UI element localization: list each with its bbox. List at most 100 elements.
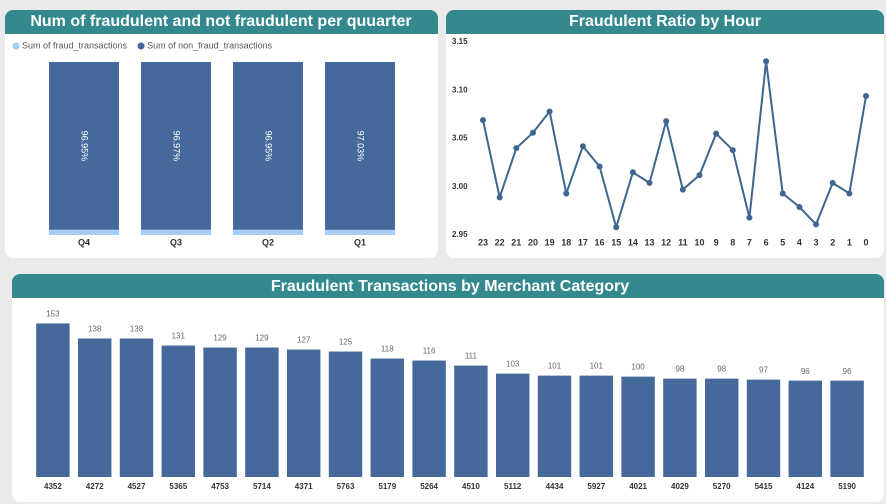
point bbox=[796, 204, 803, 211]
data-label: 96 bbox=[801, 367, 810, 376]
point bbox=[496, 194, 503, 201]
x-tick-label: Q2 bbox=[262, 237, 274, 247]
data-label: 125 bbox=[339, 338, 353, 347]
point bbox=[629, 169, 636, 176]
point bbox=[813, 221, 820, 228]
bar bbox=[788, 380, 823, 477]
y-tick-label: 2.95 bbox=[452, 230, 468, 239]
x-tick-label: Q1 bbox=[354, 237, 366, 247]
x-tick-label: 4352 bbox=[44, 482, 62, 491]
point bbox=[696, 172, 703, 179]
x-tick-label: 4029 bbox=[671, 482, 689, 491]
bar bbox=[36, 323, 70, 477]
x-tick-label: 16 bbox=[595, 237, 605, 247]
x-tick-label: 2 bbox=[830, 237, 835, 247]
data-label: 153 bbox=[46, 310, 60, 319]
data-label: 101 bbox=[548, 362, 562, 371]
bar bbox=[621, 376, 655, 477]
x-tick-label: 5190 bbox=[838, 482, 856, 491]
data-label: 103 bbox=[506, 360, 520, 369]
panel-header bbox=[12, 274, 884, 298]
bar bbox=[286, 349, 321, 477]
x-tick-label: 8 bbox=[730, 237, 735, 247]
bar bbox=[77, 338, 112, 477]
x-tick-label: 22 bbox=[495, 237, 505, 247]
point bbox=[679, 186, 686, 193]
x-tick-label: 23 bbox=[478, 237, 488, 247]
data-label: 97.03% bbox=[356, 131, 366, 162]
data-label: 118 bbox=[381, 345, 394, 354]
bar bbox=[537, 375, 572, 477]
x-tick-label: 4272 bbox=[86, 482, 104, 491]
point bbox=[546, 108, 553, 115]
bar-segment bbox=[325, 62, 395, 230]
point bbox=[713, 130, 720, 137]
data-label: 98 bbox=[717, 365, 726, 374]
bar bbox=[328, 351, 363, 477]
x-tick-label: 4434 bbox=[546, 482, 564, 491]
y-tick-label: 3.00 bbox=[452, 182, 468, 191]
bar bbox=[495, 373, 530, 477]
x-tick-label: 10 bbox=[694, 237, 704, 247]
bar bbox=[412, 360, 446, 477]
x-tick-label: 5927 bbox=[587, 482, 605, 491]
bar bbox=[203, 347, 237, 477]
data-label: 111 bbox=[465, 352, 478, 361]
bar-segment bbox=[233, 229, 303, 235]
data-label: 138 bbox=[130, 325, 144, 334]
bar bbox=[663, 378, 697, 477]
bar-segment bbox=[233, 62, 303, 230]
panel-header bbox=[5, 10, 438, 34]
x-tick-label: 5264 bbox=[420, 482, 438, 491]
x-tick-label: 5112 bbox=[504, 482, 522, 491]
y-tick-label: 3.05 bbox=[452, 134, 468, 143]
chart-title: Num of fraudulent and not fraudulent per… bbox=[30, 13, 411, 30]
data-label: 100 bbox=[631, 363, 645, 372]
x-tick-label: 4527 bbox=[128, 482, 146, 491]
data-label: 129 bbox=[255, 334, 269, 343]
bar-segment bbox=[49, 229, 119, 235]
data-label: 131 bbox=[172, 332, 186, 341]
x-tick-label: 7 bbox=[747, 237, 752, 247]
x-tick-label: 11 bbox=[678, 237, 688, 247]
point bbox=[646, 179, 653, 186]
data-label: 138 bbox=[88, 325, 102, 334]
data-label: 96 bbox=[843, 367, 852, 376]
data-label: 96.97% bbox=[172, 131, 182, 162]
bar bbox=[370, 358, 405, 477]
line bbox=[482, 61, 867, 231]
panel bbox=[446, 10, 884, 258]
x-tick-label: 19 bbox=[545, 237, 555, 247]
x-tick-label: 5714 bbox=[253, 482, 271, 491]
x-tick-label: 14 bbox=[628, 237, 638, 247]
y-tick-label: 3.15 bbox=[452, 37, 468, 46]
bar bbox=[746, 379, 781, 477]
bar bbox=[704, 378, 739, 477]
x-tick-label: 0 bbox=[863, 237, 868, 247]
x-tick-label: 17 bbox=[578, 237, 588, 247]
x-tick-label: 5 bbox=[780, 237, 785, 247]
legend-marker bbox=[137, 42, 145, 50]
x-tick-label: Q3 bbox=[170, 237, 182, 247]
x-tick-label: 20 bbox=[528, 237, 538, 247]
point bbox=[613, 224, 620, 231]
data-label: 96.95% bbox=[264, 131, 274, 162]
bar-segment bbox=[141, 229, 211, 235]
data-label: 97 bbox=[759, 366, 768, 375]
bar bbox=[119, 338, 154, 477]
x-tick-label: 21 bbox=[511, 237, 521, 247]
x-tick-label: 18 bbox=[561, 237, 571, 247]
point bbox=[763, 58, 770, 65]
x-tick-label: 5179 bbox=[378, 482, 396, 491]
panel-header bbox=[446, 10, 884, 34]
chart-title: Fraudulent Ratio by Hour bbox=[569, 13, 761, 30]
x-tick-label: Q4 bbox=[78, 237, 90, 247]
data-label: 101 bbox=[590, 362, 604, 371]
x-tick-label: 4124 bbox=[796, 482, 814, 491]
point bbox=[863, 93, 869, 100]
x-tick-label: 15 bbox=[611, 237, 621, 247]
x-tick-label: 3 bbox=[814, 237, 819, 247]
chart-title: Fraudulent Transactions by Merchant Cate… bbox=[271, 278, 629, 295]
data-label: 96.95% bbox=[80, 131, 90, 162]
